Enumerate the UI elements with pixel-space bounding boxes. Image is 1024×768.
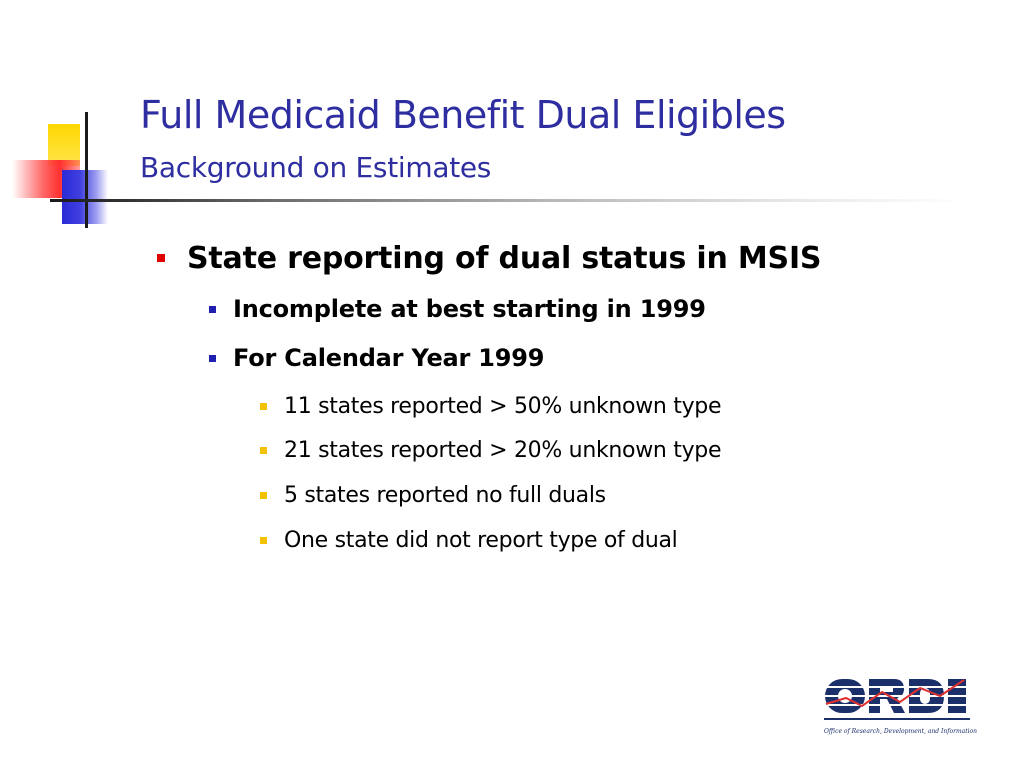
title-underline bbox=[50, 199, 964, 202]
bullet-level3: 21 states reported > 20% unknown type bbox=[260, 434, 721, 466]
bullet-marker-yellow bbox=[260, 536, 267, 544]
bullet-text: 11 states reported > 50% unknown type bbox=[284, 393, 722, 419]
bullet-level3: One state did not report type of dual bbox=[260, 524, 678, 556]
bullet-marker-blue bbox=[209, 305, 216, 313]
bullet-text: State reporting of dual status in MSIS bbox=[187, 240, 822, 276]
bullet-text: One state did not report type of dual bbox=[284, 527, 678, 553]
ordi-logo: Office of Research, Development, and Inf… bbox=[824, 676, 978, 740]
bullet-text: For Calendar Year 1999 bbox=[233, 344, 545, 372]
logo-caption: Office of Research, Development, and Inf… bbox=[824, 728, 978, 735]
decor-vertical-line bbox=[85, 112, 88, 228]
bullet-level2: For Calendar Year 1999 bbox=[209, 340, 545, 376]
bullet-text: 21 states reported > 20% unknown type bbox=[284, 437, 722, 463]
decor-yellow-square bbox=[48, 124, 80, 166]
bullet-level3: 11 states reported > 50% unknown type bbox=[260, 390, 721, 422]
bullet-level2: Incomplete at best starting in 1999 bbox=[209, 291, 706, 327]
slide-subtitle: Background on Estimates bbox=[140, 151, 492, 184]
bullet-marker-blue bbox=[209, 354, 216, 362]
slide-title: Full Medicaid Benefit Dual Eligibles bbox=[140, 93, 786, 137]
bullet-marker-yellow bbox=[260, 446, 267, 454]
bullet-marker-yellow bbox=[260, 402, 267, 410]
ordi-logo-mark bbox=[824, 679, 970, 720]
bullet-level1: State reporting of dual status in MSIS bbox=[157, 236, 822, 280]
bullet-text: 5 states reported no full duals bbox=[284, 482, 606, 508]
bullet-marker-red bbox=[157, 254, 165, 262]
bullet-text: Incomplete at best starting in 1999 bbox=[233, 295, 706, 323]
bullet-level3: 5 states reported no full duals bbox=[260, 479, 606, 511]
bullet-marker-yellow bbox=[260, 491, 267, 499]
